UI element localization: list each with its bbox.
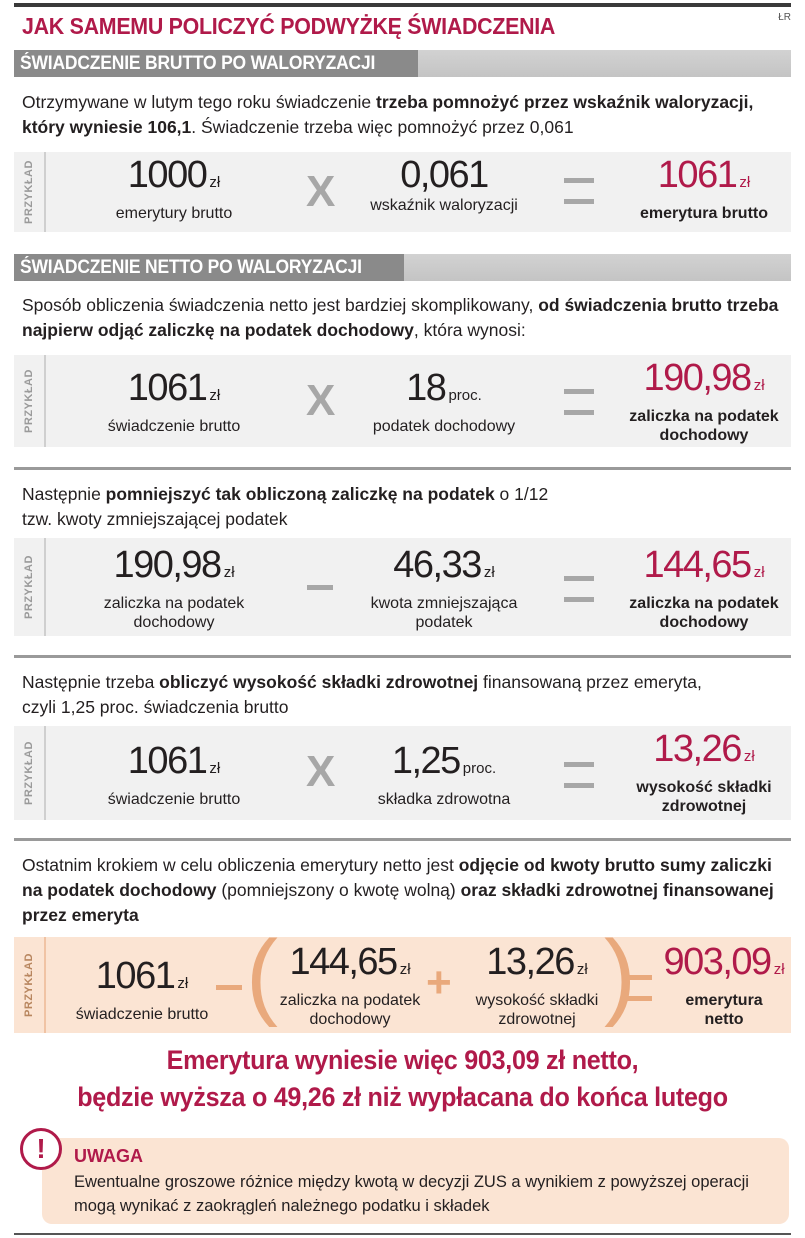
divider xyxy=(14,838,791,841)
multiply-icon: X xyxy=(306,747,336,796)
step3-operand-b: 1,25 proc. składka zdrowotna xyxy=(377,740,511,808)
summary-text: Emerytura wyniesie więc 903,09 zł netto,… xyxy=(14,1042,791,1116)
multiply-icon: X xyxy=(306,376,336,425)
source-mark: ŁR xyxy=(778,12,791,23)
summary-line-2: będzie wyższa o 49,26 zł niż wypłacana d… xyxy=(77,1082,728,1112)
minus-icon xyxy=(307,585,333,590)
warning-title: UWAGA xyxy=(74,1146,143,1166)
example-box-step2: PRZYKŁAD 190,98 zł zaliczka na podatek do… xyxy=(14,538,791,636)
step3-description: Następnie trzeba obliczyć wysokość skład… xyxy=(22,672,702,717)
divider xyxy=(14,655,791,658)
divider xyxy=(14,467,791,470)
netto-operand-a: 1061 zł świadczenie brutto xyxy=(107,367,241,435)
example-box-step4: PRZYKŁAD 1061 zł świadczenie brutto ( 144… xyxy=(14,927,791,1033)
brutto-result: 1061 zł emerytura brutto xyxy=(639,154,769,222)
step2-result: 144,65 zł zaliczka na podatek dochodowy xyxy=(629,544,779,631)
equals-icon xyxy=(564,389,594,415)
multiply-icon: X xyxy=(306,167,336,216)
equals-icon xyxy=(564,576,594,602)
example-box-brutto: PRZYKŁAD 1000 zł emerytury brutto X 0,061… xyxy=(14,152,791,232)
example-label: PRZYKŁAD xyxy=(14,152,46,232)
example-label: PRZYKŁAD xyxy=(14,726,46,820)
example-box-step3: PRZYKŁAD 1061 zł świadczenie brutto X 1,2… xyxy=(14,726,791,820)
section-header-netto: ŚWIADCZENIE NETTO PO WALORYZACJI xyxy=(14,254,404,281)
brutto-operand-b: 0,061 wskaźnik waloryzacji xyxy=(370,154,518,214)
step4-description: Ostatnim krokiem w celu obliczenia emery… xyxy=(22,855,774,925)
step4-operand-b: 144,65 zł zaliczka na podatek dochodowy xyxy=(279,941,421,1028)
step4-operand-c: 13,26 zł wysokość składki zdrowotnej xyxy=(475,941,599,1028)
plus-icon: + xyxy=(426,958,452,1007)
step2-operand-a: 190,98 zł zaliczka na podatek dochodowy xyxy=(103,544,245,631)
example-label: PRZYKŁAD xyxy=(14,355,46,447)
warning-box xyxy=(42,1138,789,1224)
netto-result: 190,98 zł zaliczka na podatek dochodowy xyxy=(629,357,779,444)
equals-icon xyxy=(622,975,652,1001)
step2-operand-b: 46,33 zł kwota zmniejszająca podatek xyxy=(370,544,518,631)
step3-operand-a: 1061 zł świadczenie brutto xyxy=(107,740,241,808)
warning-text: Ewentualne groszowe różnice między kwotą… xyxy=(74,1173,749,1215)
minus-icon xyxy=(216,985,242,990)
example-label: PRZYKŁAD xyxy=(14,937,46,1033)
bottom-rule xyxy=(14,1233,791,1235)
step3-result: 13,26 zł wysokość składki zdrowotnej xyxy=(636,728,772,815)
brutto-description: Otrzymywane w lutym tego roku świadczeni… xyxy=(22,92,754,137)
summary-line-1: Emerytura wyniesie więc 903,09 zł netto, xyxy=(166,1045,639,1075)
step2-description: Następnie pomniejszyć tak obliczoną zali… xyxy=(22,484,549,529)
example-label: PRZYKŁAD xyxy=(14,538,46,636)
equals-icon xyxy=(564,762,594,788)
exclamation-icon: ! xyxy=(20,1128,62,1170)
right-paren-icon: ) xyxy=(604,921,636,1028)
brutto-operand-a: 1000 zł emerytury brutto xyxy=(115,154,233,222)
step4-result: 903,09 zł emerytura netto xyxy=(663,941,785,1028)
example-box-netto: PRZYKŁAD 1061 zł świadczenie brutto X 18 p… xyxy=(14,355,791,447)
top-rule xyxy=(14,3,791,7)
equals-icon xyxy=(564,178,594,204)
section-header-brutto: ŚWIADCZENIE BRUTTO PO WALORYZACJI xyxy=(14,50,419,77)
netto-description: Sposób obliczenia świadczenia netto jest… xyxy=(22,295,779,340)
page-title: JAK SAMEMU POLICZYĆ PODWYŻKĘ ŚWIADCZENIA xyxy=(22,13,556,39)
step4-operand-a: 1061 zł świadczenie brutto xyxy=(75,955,209,1023)
netto-operand-b: 18 proc. podatek dochodowy xyxy=(372,367,516,435)
left-paren-icon: ( xyxy=(246,921,278,1028)
